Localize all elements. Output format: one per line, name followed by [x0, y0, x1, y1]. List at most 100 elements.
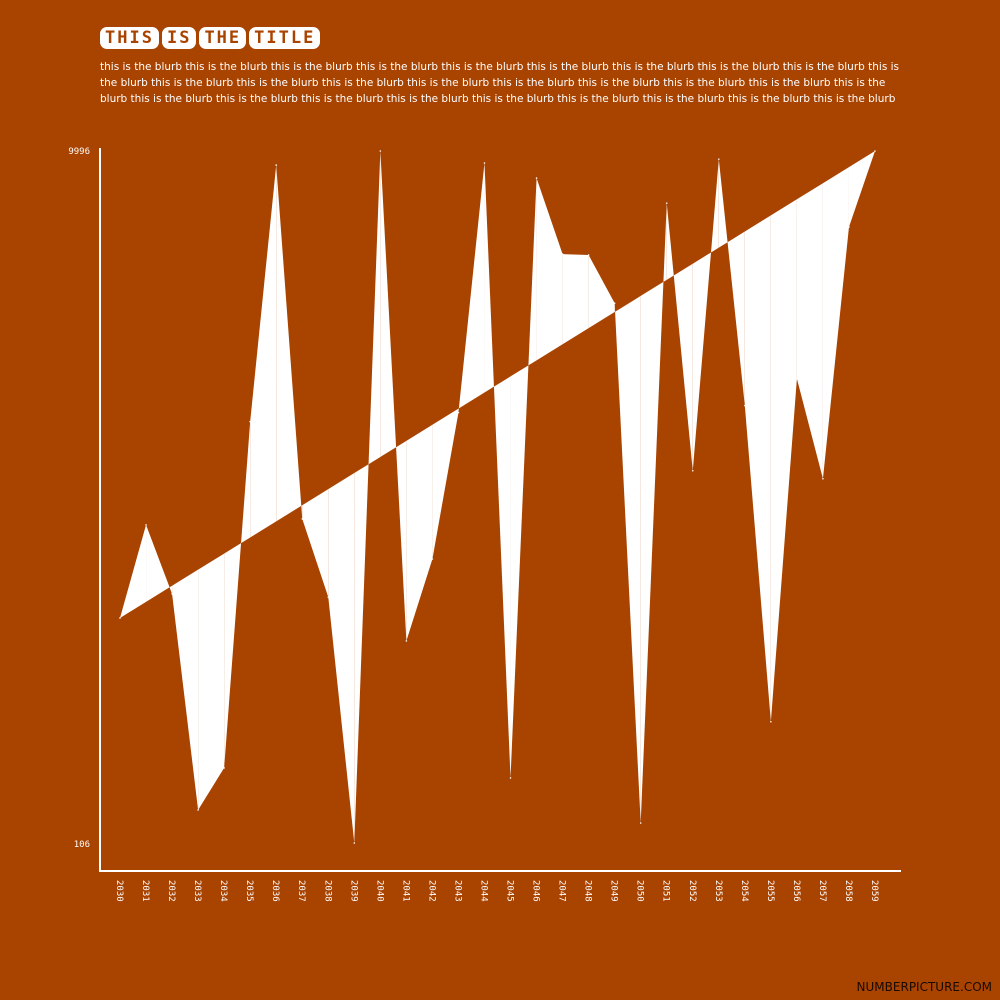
chart-blurb: this is the blurb this is the blurb this… [100, 61, 900, 105]
x-tick-label: 2034 [218, 880, 228, 902]
area-segment [562, 254, 589, 345]
area-segment [458, 163, 485, 409]
x-tick-label: 2045 [505, 880, 515, 902]
x-tick-label: 2053 [713, 880, 723, 902]
area-segment [718, 159, 728, 248]
area-segment [354, 464, 369, 843]
x-tick-label: 2057 [817, 880, 827, 902]
title-word: THIS [100, 27, 159, 49]
area-segment [224, 543, 242, 768]
x-tick-label: 2052 [687, 880, 697, 902]
data-point [145, 524, 147, 526]
title-word: THE [199, 27, 247, 49]
data-point [275, 164, 278, 166]
area-segment [615, 295, 641, 823]
x-tick-label: 2033 [192, 880, 202, 902]
area-segment [510, 365, 529, 778]
data-point [379, 150, 382, 152]
area-segment [744, 215, 771, 722]
x-tick-label: 2055 [765, 880, 775, 902]
area-segment [276, 165, 302, 522]
data-point [171, 593, 173, 595]
data-point [613, 302, 616, 304]
area-segment [673, 263, 693, 471]
x-tick-label: 2039 [348, 880, 358, 902]
area-segment [528, 178, 537, 366]
area-segment [368, 151, 381, 465]
area-segment [493, 376, 511, 778]
data-point [197, 809, 199, 811]
area-segment [663, 203, 667, 282]
x-tick-label: 2048 [583, 880, 593, 902]
area-segment [640, 281, 664, 823]
x-tick-label: 2049 [609, 880, 619, 902]
area-segment [380, 151, 397, 457]
data-point [119, 617, 121, 619]
x-tick-label: 2038 [322, 880, 332, 902]
brand-logo: NUMBERPICTURE.COM [856, 980, 992, 994]
area-segment [796, 183, 823, 479]
area-segment [328, 473, 355, 843]
area-segment [198, 553, 225, 810]
data-point [561, 253, 564, 255]
data-point [223, 767, 225, 769]
chart-title: THIS IS THE TITLE [100, 27, 321, 49]
data-point [874, 150, 876, 152]
area-segment [241, 421, 251, 544]
data-point [249, 420, 251, 423]
data-point [353, 842, 356, 844]
area-segment [536, 178, 563, 361]
x-tick-label: 2041 [400, 880, 410, 902]
x-tick-label: 2032 [166, 880, 176, 902]
area-segment [406, 424, 433, 641]
data-point [301, 518, 304, 520]
x-tick-label: 2031 [140, 880, 150, 902]
data-point [848, 226, 850, 228]
data-point [327, 596, 330, 598]
y-max-label: 9996 [68, 147, 90, 157]
area-segment [301, 505, 303, 519]
area-segment [666, 203, 674, 280]
data-point [483, 162, 486, 164]
x-tick-label: 2054 [739, 880, 749, 902]
area-segment [848, 151, 875, 228]
area-segment [770, 199, 797, 722]
area-segment [432, 408, 459, 559]
area-segment [588, 254, 615, 329]
x-tick-label: 2056 [791, 880, 801, 902]
area-segment [396, 440, 407, 641]
title-word: TITLE [249, 27, 321, 49]
x-tick-label: 2058 [843, 880, 853, 902]
area-segment [120, 524, 147, 618]
area-segment [710, 159, 719, 253]
data-point [796, 377, 798, 380]
x-tick-label: 2042 [426, 880, 436, 902]
area-segment [692, 252, 711, 471]
data-point [691, 469, 694, 472]
data-point [770, 720, 772, 723]
x-tick-label: 2046 [531, 880, 541, 902]
data-point [509, 777, 512, 779]
plot-area [119, 150, 876, 844]
area-segment [302, 489, 329, 598]
x-tick-label: 2030 [114, 880, 124, 902]
x-tick-label: 2050 [635, 880, 645, 902]
y-min-label: 106 [74, 840, 90, 850]
area-segment [250, 165, 277, 538]
x-tick-label: 2047 [557, 880, 567, 902]
area-segment [727, 231, 745, 406]
x-tick-labels: 2030 2031 2032 2033 2034 2035 2036 2037 2038 2039… [114, 880, 879, 902]
title-word: IS [161, 27, 197, 49]
data-point [665, 202, 668, 204]
x-tick-label: 2051 [661, 880, 671, 902]
data-point [717, 158, 720, 160]
area-segment [172, 569, 199, 810]
area-segment [146, 524, 170, 602]
x-tick-label: 2035 [244, 880, 254, 902]
data-point [457, 411, 460, 414]
x-tick-label: 2043 [452, 880, 462, 902]
x-tick-label: 2037 [296, 880, 306, 902]
data-point [431, 558, 434, 560]
x-tick-label: 2059 [869, 880, 879, 902]
